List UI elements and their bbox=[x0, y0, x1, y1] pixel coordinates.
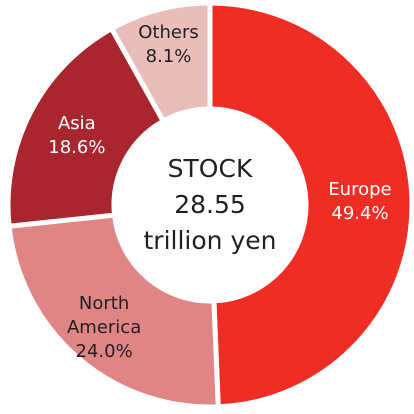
slice-label: Asia 18.6% bbox=[32, 112, 122, 160]
slice bbox=[108, 0, 213, 125]
category-label: Europe bbox=[328, 178, 392, 200]
slice bbox=[6, 212, 221, 410]
slice-label: Europe 49.4% bbox=[315, 178, 405, 226]
value-label: 18.6% bbox=[48, 136, 106, 158]
slice-label: Others 8.1% bbox=[124, 21, 214, 69]
center-label: STOCK 28.55 trillion yen bbox=[144, 151, 277, 259]
center-title: STOCK bbox=[167, 154, 253, 183]
value-label: 8.1% bbox=[145, 46, 192, 68]
center-unit: trillion yen bbox=[143, 226, 277, 255]
slice bbox=[5, 25, 167, 229]
category-label: North America bbox=[66, 292, 142, 338]
category-label: Asia bbox=[57, 112, 96, 134]
center-value: 28.55 bbox=[174, 190, 246, 219]
value-label: 49.4% bbox=[331, 202, 389, 224]
value-label: 24.0% bbox=[75, 340, 133, 362]
slice bbox=[207, 0, 414, 410]
slice-label: North America 24.0% bbox=[59, 292, 149, 364]
category-label: Others bbox=[138, 22, 199, 44]
